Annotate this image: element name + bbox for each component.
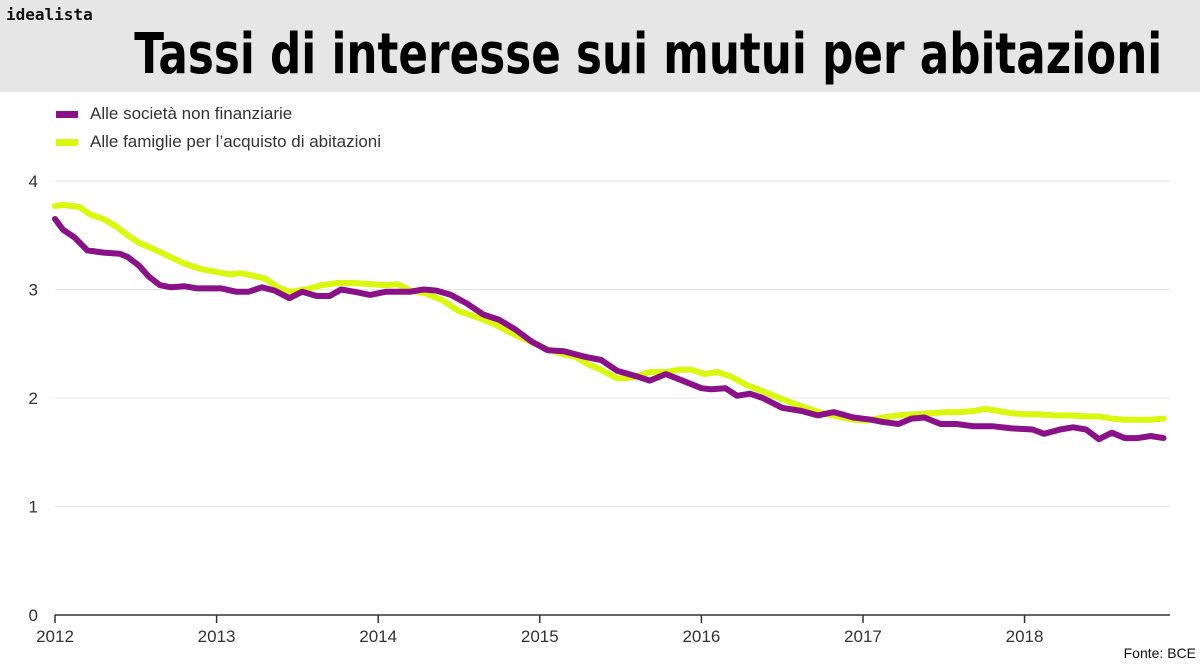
- brand-logo: idealista: [6, 5, 93, 24]
- x-tick-label-1: 2013: [198, 627, 236, 646]
- y-tick-label-3: 3: [29, 281, 38, 300]
- y-tick-label-1: 1: [29, 498, 38, 517]
- series-line-2: [52, 201, 1167, 424]
- y-tick-label-4: 4: [29, 172, 38, 191]
- source-note: Fonte: BCE: [1123, 645, 1196, 661]
- x-tick-label-0: 2012: [36, 627, 74, 646]
- legend-swatch-series-1: [56, 110, 78, 118]
- header-band: idealista Tassi di interesse sui mutui p…: [0, 0, 1200, 92]
- x-tick-label-5: 2017: [844, 627, 882, 646]
- x-tick-label-4: 2016: [682, 627, 720, 646]
- y-tick-label-0: 0: [29, 606, 38, 625]
- chart-title: Tassi di interesse sui mutui per abitazi…: [134, 22, 1163, 87]
- y-tick-label-2: 2: [29, 389, 38, 408]
- legend-swatch-series-2: [56, 138, 78, 146]
- x-tick-label-2: 2014: [359, 627, 397, 646]
- legend-item-series-1: Alle società non finanziarie: [56, 100, 381, 128]
- legend-item-series-2: Alle famiglie per l’acquisto di abitazio…: [56, 128, 381, 156]
- legend-label-series-2: Alle famiglie per l’acquisto di abitazio…: [90, 132, 382, 151]
- x-tick-label-6: 2018: [1006, 627, 1044, 646]
- series-line-1: [52, 216, 1167, 443]
- x-tick-label-3: 2015: [521, 627, 559, 646]
- legend-label-series-1: Alle società non finanziarie: [90, 104, 293, 123]
- legend: Alle società non finanziarie Alle famigl…: [56, 100, 381, 156]
